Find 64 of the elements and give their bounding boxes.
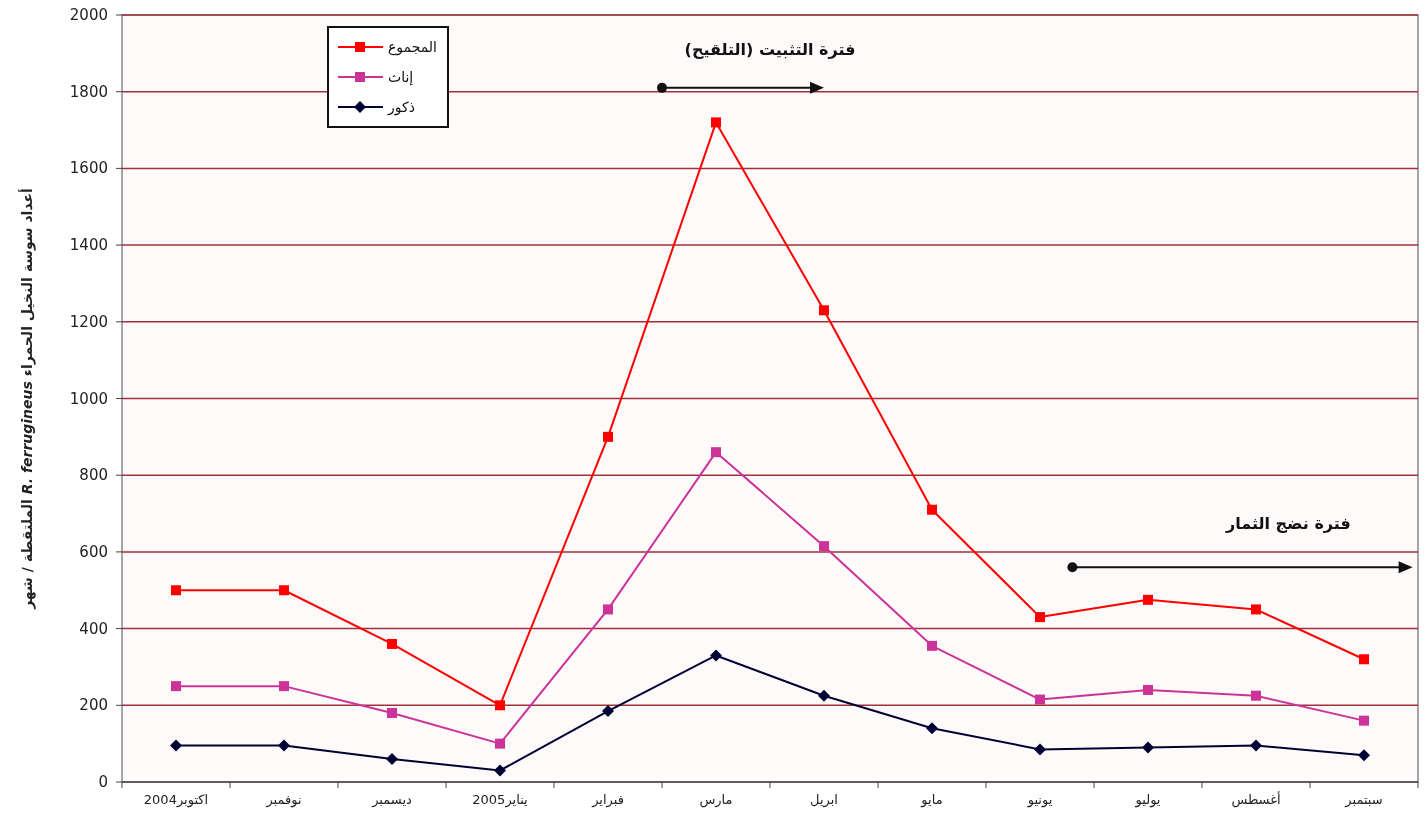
y-tick-label: 800 (79, 466, 108, 485)
point (279, 681, 289, 692)
y-tick-label: 600 (79, 542, 108, 561)
y-tick-label: 400 (79, 619, 108, 638)
annotation: فترة التثبيت (التلقيح) (684, 40, 856, 60)
x-tick-label: ديسمبر (371, 792, 413, 808)
point (819, 541, 829, 552)
point (387, 638, 397, 649)
point (711, 117, 721, 128)
point (1034, 743, 1046, 756)
point (1143, 594, 1153, 605)
point (927, 504, 937, 515)
point (603, 431, 613, 442)
point (1358, 749, 1370, 762)
point (1035, 612, 1045, 623)
legend-label: المجموع (388, 39, 437, 56)
x-tick-label: اكتوبر2004 (143, 792, 209, 808)
y-tick-label: 200 (79, 696, 108, 715)
x-tick-label: مارس (699, 792, 733, 808)
x-tick-label: فبراير (591, 792, 624, 808)
x-tick-label: سبتمبر (1344, 792, 1383, 808)
point (602, 705, 614, 718)
point (818, 689, 830, 702)
x-tick-label: يونيو (1026, 792, 1053, 808)
y-tick-label: 1800 (69, 82, 108, 101)
point (171, 681, 181, 692)
x-tick-label: نوفمبر (265, 792, 302, 808)
point (1250, 739, 1262, 752)
x-tick-label: ابريل (810, 792, 838, 808)
point (278, 739, 290, 752)
point (494, 764, 506, 777)
point (387, 707, 397, 718)
point (1251, 604, 1261, 615)
x-tick-label: مايو (920, 792, 943, 808)
y-tick-label: 1000 (69, 389, 108, 408)
point (170, 739, 182, 752)
y-tick-label: 0 (98, 773, 108, 791)
point (495, 700, 505, 711)
point (1143, 684, 1153, 695)
point (279, 585, 289, 596)
legend-label: إناث (388, 69, 414, 86)
point (603, 604, 613, 615)
y-tick-label: 1200 (69, 312, 108, 331)
legend-label: ذكور (387, 99, 415, 116)
point (495, 738, 505, 749)
point (926, 722, 938, 735)
x-tick-label: يناير2005 (472, 792, 529, 808)
y-tick-label: 1600 (69, 159, 108, 178)
annotation: فترة نضج الثمار (1224, 513, 1351, 533)
y-tick-label: 2000 (69, 6, 108, 24)
point (819, 305, 829, 316)
point (1359, 715, 1369, 726)
point (1359, 654, 1369, 665)
point (1142, 741, 1154, 754)
point (711, 447, 721, 458)
point (710, 649, 722, 662)
x-tick-label: أغسطس (1231, 791, 1281, 808)
point (386, 752, 398, 765)
y-tick-label: 1400 (69, 236, 108, 255)
point (1035, 694, 1045, 705)
point (171, 585, 181, 596)
point (927, 640, 937, 651)
point (1251, 690, 1261, 701)
x-tick-label: يوليو (1134, 792, 1161, 808)
